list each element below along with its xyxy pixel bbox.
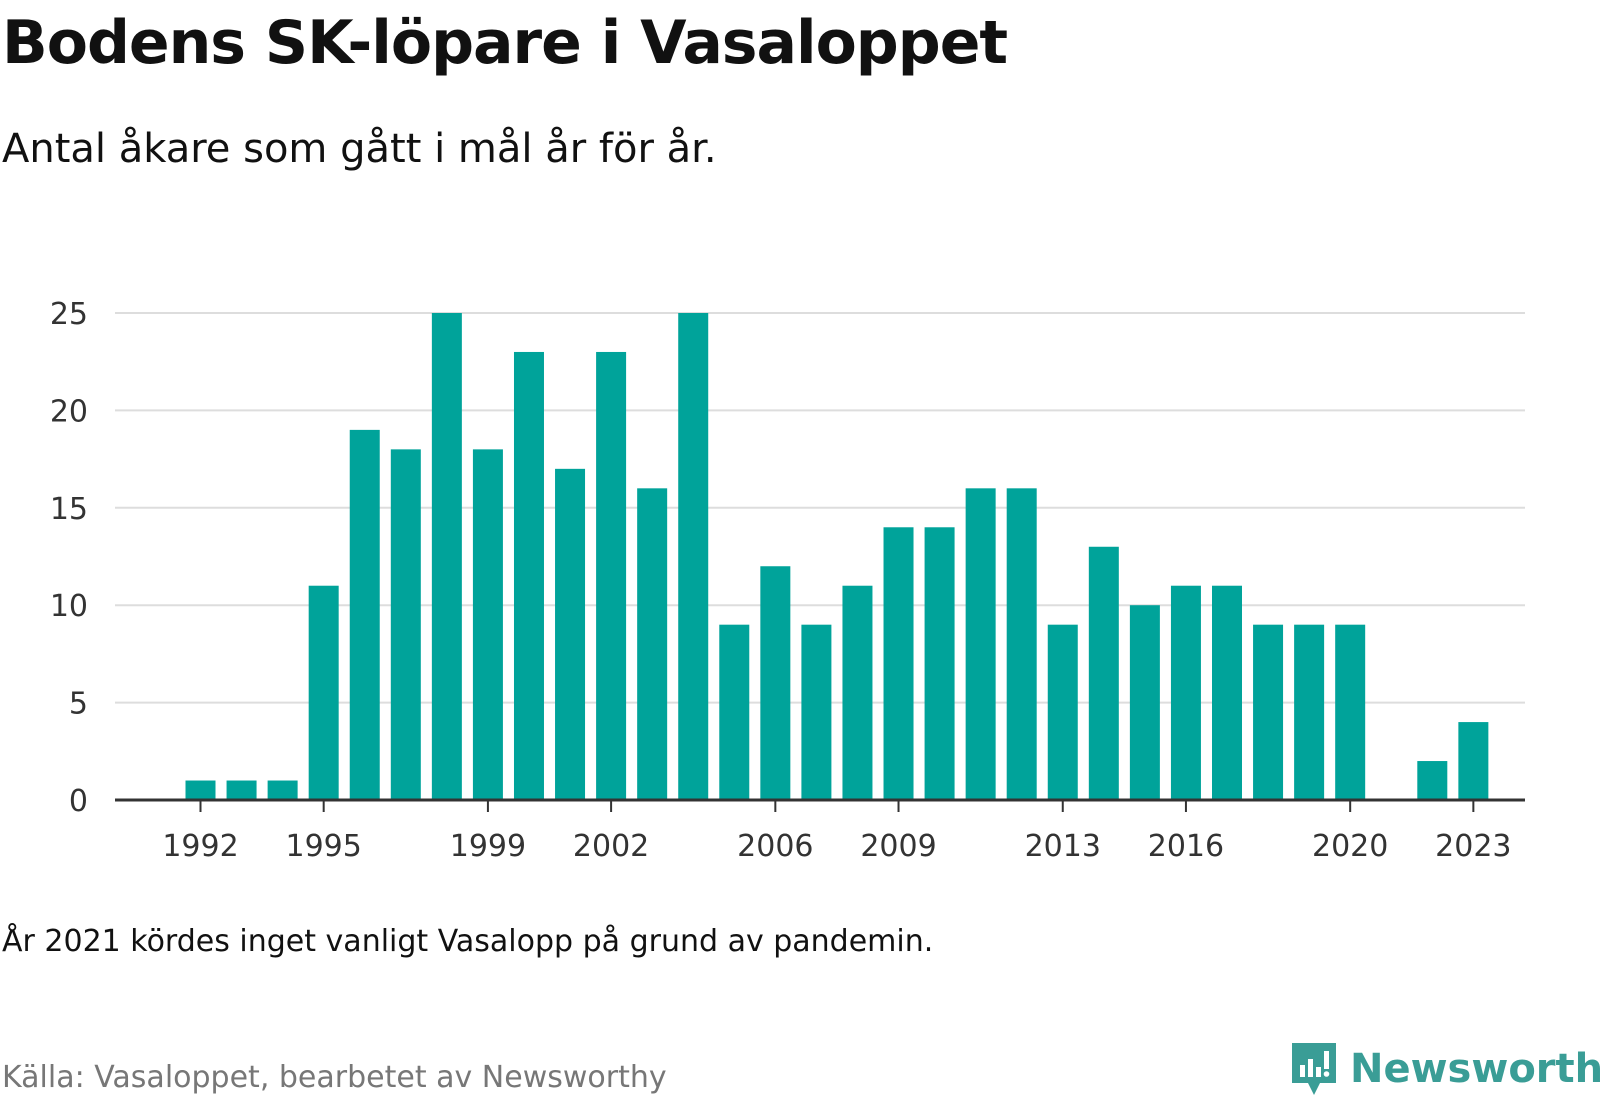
bar-2003 bbox=[637, 488, 668, 800]
bar-chart-speech-icon bbox=[1292, 1043, 1336, 1095]
bar-1992 bbox=[185, 780, 216, 800]
chart-note: År 2021 kördes inget vanligt Vasalopp på… bbox=[2, 924, 934, 959]
bar-2022 bbox=[1417, 761, 1448, 800]
chart-title: Bodens SK-löpare i Vasaloppet bbox=[2, 8, 1008, 78]
bar-2017 bbox=[1212, 585, 1242, 800]
bar-2001 bbox=[555, 468, 586, 800]
x-tick-label-2006: 2006 bbox=[737, 829, 813, 864]
x-tick-label-2002: 2002 bbox=[573, 829, 649, 864]
axes: 0 5 10 15 20 25 1992 1995 1999 2002 2006 2009 2013 20… bbox=[50, 297, 1525, 864]
bar-1997 bbox=[390, 449, 421, 800]
bar-1995 bbox=[308, 585, 339, 800]
bar-1998 bbox=[431, 313, 462, 800]
y-tick-label-10: 10 bbox=[50, 589, 88, 624]
chart-subtitle: Antal åkare som gått i mål år för år. bbox=[2, 126, 717, 172]
x-tick-label-2009: 2009 bbox=[860, 829, 936, 864]
x-tick-label-2020: 2020 bbox=[1312, 829, 1388, 864]
y-tick-label-5: 5 bbox=[69, 687, 88, 722]
bar-2011 bbox=[965, 488, 996, 800]
bar-2012 bbox=[1006, 488, 1037, 800]
y-tick-label-25: 25 bbox=[50, 297, 88, 332]
bar-1994 bbox=[267, 780, 298, 800]
logo-text: Newsworthy bbox=[1350, 1046, 1600, 1092]
x-tick-label-2023: 2023 bbox=[1435, 829, 1511, 864]
bar-2014 bbox=[1088, 546, 1119, 800]
y-tick-label-15: 15 bbox=[50, 492, 88, 527]
bar-2016 bbox=[1170, 585, 1201, 800]
bar-2008 bbox=[842, 585, 873, 800]
x-tick-label-2013: 2013 bbox=[1025, 829, 1101, 864]
bar-2009 bbox=[883, 527, 914, 800]
bar-2000 bbox=[513, 351, 544, 800]
bar-2015 bbox=[1129, 605, 1160, 800]
y-tick-label-0: 0 bbox=[69, 784, 88, 819]
bar-chart: 0 5 10 15 20 25 1992 1995 1999 2002 2006 2009 2013 20… bbox=[50, 297, 1525, 864]
bar-2010 bbox=[924, 527, 955, 800]
bar-1999 bbox=[472, 449, 503, 800]
x-tick-label-1999: 1999 bbox=[450, 829, 526, 864]
x-tick-label-1995: 1995 bbox=[286, 829, 362, 864]
bar-2002 bbox=[596, 351, 627, 800]
bar-2013 bbox=[1047, 624, 1078, 800]
bar-2004 bbox=[678, 313, 709, 800]
y-tick-label-20: 20 bbox=[50, 394, 88, 429]
bar-1996 bbox=[349, 429, 380, 800]
x-tick-label-2016: 2016 bbox=[1148, 829, 1224, 864]
source-text: Källa: Vasaloppet, bearbetet av Newswort… bbox=[2, 1060, 667, 1095]
bar-2006 bbox=[760, 566, 791, 800]
bar-2007 bbox=[801, 624, 832, 800]
newsworthy-logo: Newsworthy bbox=[1290, 1034, 1600, 1104]
x-tick-label-1992: 1992 bbox=[162, 829, 238, 864]
bar-2020 bbox=[1335, 624, 1366, 800]
bar-1993 bbox=[226, 780, 257, 800]
bar-2019 bbox=[1294, 624, 1325, 800]
bar-2018 bbox=[1253, 624, 1284, 800]
bar-2005 bbox=[719, 624, 750, 800]
bar-2023 bbox=[1458, 722, 1489, 800]
bars bbox=[185, 313, 1489, 800]
